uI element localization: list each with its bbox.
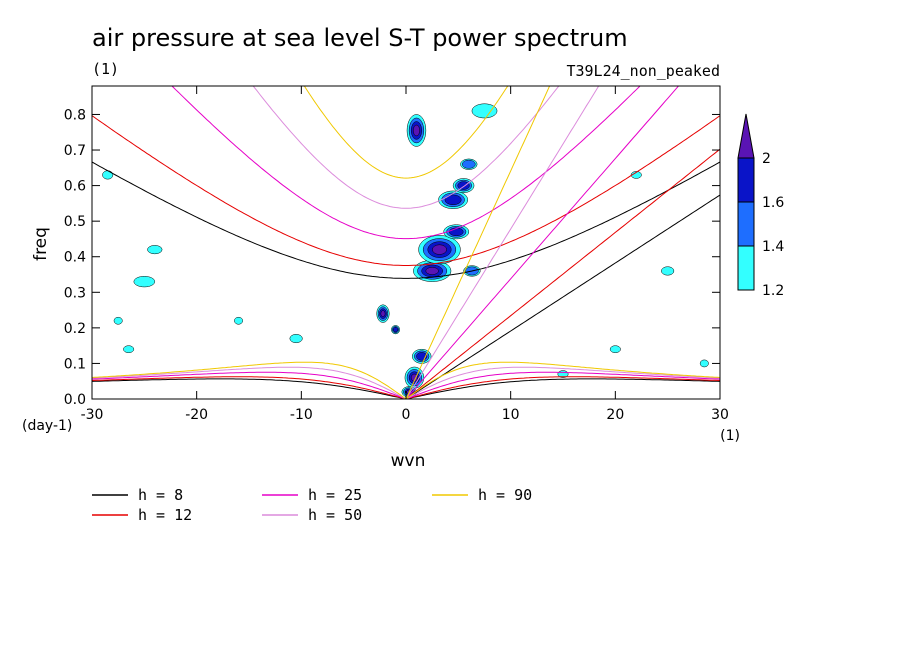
y-tick-label: 0.2: [64, 321, 86, 337]
dispersion-curve-ig: [171, 86, 641, 240]
plot-area: [91, 85, 721, 400]
y-tick-label: 0.5: [64, 214, 86, 230]
colorbar-label: 1.6: [762, 195, 784, 211]
power-blob: [609, 345, 621, 354]
y-axis-label: freq: [31, 227, 51, 261]
power-blob: [452, 178, 475, 193]
legend-label: h = 25: [308, 486, 362, 504]
power-blob: [661, 266, 675, 276]
colorbar-segment: [737, 157, 755, 203]
x-axis-label: wvn: [391, 451, 426, 471]
x-tick-label: -10: [290, 407, 313, 423]
dispersion-curve-kelvin: [405, 194, 720, 399]
y-tick-label: 0.8: [64, 107, 86, 123]
dispersion-curve-ig: [92, 161, 720, 279]
y-tick-label: 0.6: [64, 179, 86, 195]
colorbar: 2 1.6 1.4 1.2: [737, 113, 784, 299]
x-tick-label: 20: [606, 407, 624, 423]
power-blob: [630, 171, 642, 179]
dispersion-curve-ig: [303, 86, 509, 179]
axis-ticks: 0.0 0.1 0.2 0.3 0.4 0.5 0.6 0.7 0.8 -30 -20 -10 0 10 2…: [64, 86, 729, 423]
plot-frame: [91, 85, 721, 400]
power-blob: [113, 316, 123, 325]
y-tick-label: 0.0: [64, 392, 86, 408]
legend-label: h = 8: [138, 486, 183, 504]
x-tick-label: 10: [502, 407, 520, 423]
y-tick-label: 0.3: [64, 285, 86, 301]
power-blob: [123, 345, 135, 354]
experiment-label: T39L24_non_peaked: [566, 62, 720, 80]
units-label: (1): [92, 60, 119, 78]
colorbar-label: 1.4: [762, 239, 784, 255]
power-blob: [471, 103, 498, 119]
y-tick-label: 0.4: [64, 250, 86, 266]
power-blob: [699, 359, 709, 368]
power-blob: [438, 190, 469, 209]
power-blob: [391, 325, 400, 335]
dispersion-curve-ig: [252, 86, 560, 209]
colorbar-label: 1.2: [762, 283, 784, 299]
power-blob: [413, 260, 452, 282]
dispersion-curve-er: [92, 376, 720, 399]
legend-label: h = 50: [308, 506, 362, 524]
legend-label: h = 12: [138, 506, 192, 524]
dispersion-curve-er: [92, 371, 720, 399]
dispersion-curve-ig: [92, 115, 720, 266]
power-blob: [102, 170, 114, 180]
dispersion-curve-er: [92, 366, 720, 399]
x-tick-label: -30: [81, 407, 104, 423]
dispersion-curve-er: [92, 361, 720, 399]
dispersion-curve-kelvin: [405, 86, 551, 399]
colorbar-segment: [737, 201, 755, 247]
power-blob: [289, 334, 303, 344]
dispersion-curve-kelvin: [405, 86, 600, 399]
dispersion-curve-kelvin: [405, 86, 680, 399]
power-blob: [133, 276, 156, 288]
chart-title: air pressure at sea level S-T power spec…: [92, 24, 628, 52]
x-tick-label: 30: [711, 407, 729, 423]
legend-label: h = 90: [478, 486, 532, 504]
power-blob: [376, 304, 390, 323]
power-blob: [412, 348, 432, 364]
y-tick-label: 0.1: [64, 356, 86, 372]
x-tick-label: -20: [185, 407, 208, 423]
x-tick-label: 0: [402, 407, 411, 423]
x-unit-label: (1): [720, 428, 740, 444]
dispersion-curve-er: [92, 378, 720, 399]
legend: h = 8 h = 12 h = 25 h = 50 h = 90: [92, 486, 532, 524]
power-blob: [234, 316, 243, 325]
dispersion-curve-kelvin: [405, 148, 720, 399]
y-tick-label: 0.7: [64, 143, 86, 159]
colorbar-arrow: [737, 113, 755, 159]
colorbar-label: 2: [762, 151, 771, 167]
power-blob: [147, 245, 163, 255]
colorbar-segment: [737, 245, 755, 291]
power-blob: [460, 158, 478, 170]
power-blob: [406, 114, 427, 147]
y-unit-label: (day-1): [22, 418, 72, 434]
power-blob: [418, 235, 461, 265]
